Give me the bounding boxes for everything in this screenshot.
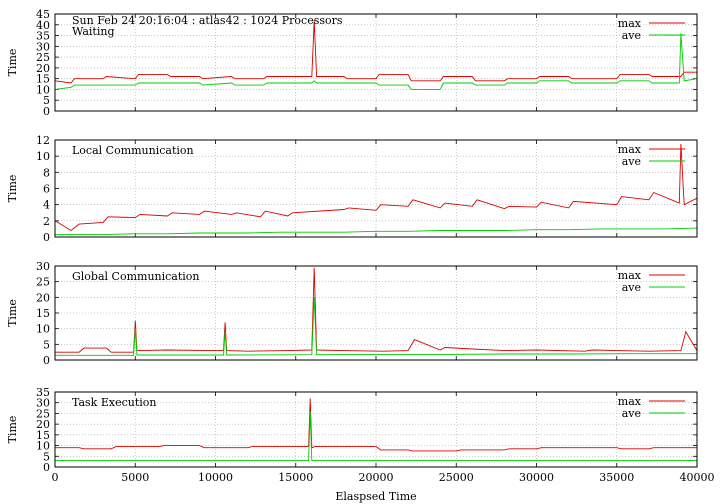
- y-tick-label: 15: [36, 73, 50, 86]
- y-tick-label: 10: [36, 323, 50, 336]
- legend-label-max: max: [618, 143, 642, 156]
- plot-frame: [54, 391, 698, 468]
- y-tick-label: 0: [43, 461, 50, 474]
- y-tick-label: 0: [43, 105, 50, 118]
- legend-label-ave: ave: [622, 407, 641, 420]
- legend-label-ave: ave: [622, 281, 641, 294]
- legend-label-ave: ave: [622, 155, 641, 168]
- panel-annotation: Task Execution: [72, 396, 156, 409]
- y-tick-label: 10: [36, 150, 50, 163]
- y-tick-label: 8: [43, 166, 50, 179]
- y-tick-label: 35: [36, 386, 50, 399]
- y-tick-label: 20: [36, 418, 50, 431]
- series-line-ave: [55, 411, 697, 462]
- y-tick-label: 45: [36, 8, 50, 21]
- y-tick-label: 15: [36, 429, 50, 442]
- y-tick-label: 30: [36, 260, 50, 273]
- y-tick-label: 25: [36, 276, 50, 289]
- y-tick-label: 25: [36, 51, 50, 64]
- y-tick-label: 35: [36, 30, 50, 43]
- series-line-ave: [55, 297, 697, 356]
- series-line-max: [54, 143, 698, 232]
- y-tick-label: 0: [43, 231, 50, 244]
- y-tick-label: 0: [43, 354, 50, 367]
- x-tick-label: 5000: [121, 471, 149, 484]
- y-tick-label: 5: [43, 94, 50, 107]
- legend-label-max: max: [618, 17, 642, 30]
- chart-panel-3: 0 5 10 15 20 25 30 Global Communication Time maxa…: [6, 260, 698, 367]
- plot-frame: [54, 139, 698, 238]
- legend-label-max: max: [618, 395, 642, 408]
- legend-label-ave: ave: [622, 29, 641, 42]
- legend-label-max: max: [618, 269, 642, 282]
- y-tick-label: 30: [36, 397, 50, 410]
- series-line-max: [55, 398, 697, 452]
- y-tick-label: 10: [36, 83, 50, 96]
- series-line-ave: [55, 227, 698, 236]
- y-axis-label: Time: [6, 416, 19, 444]
- y-tick-label: 6: [43, 183, 50, 196]
- x-tick-label: 25000: [439, 471, 474, 484]
- y-tick-label: 40: [36, 19, 50, 32]
- x-tick-label: 40000: [680, 471, 715, 484]
- plot-frame: [54, 265, 698, 361]
- series-line-ave: [54, 33, 698, 90]
- y-axis-label: Time: [6, 175, 19, 203]
- panel-annotation: Local Communication: [72, 144, 194, 157]
- x-tick-label: 20000: [359, 471, 394, 484]
- y-tick-label: 12: [36, 134, 50, 147]
- x-tick-label: 15000: [278, 471, 313, 484]
- y-axis-label: Time: [6, 299, 19, 327]
- y-tick-label: 20: [36, 291, 50, 304]
- y-tick-label: 5: [43, 338, 50, 351]
- figure-title: Sun Feb 24 20:16:04 : atlas42 : 1024 Pro…: [72, 14, 343, 27]
- y-tick-label: 2: [43, 215, 50, 228]
- y-tick-label: 5: [43, 450, 50, 463]
- plot-frame: [54, 13, 698, 112]
- y-tick-label: 10: [36, 440, 50, 453]
- y-tick-label: 20: [36, 62, 50, 75]
- x-tick-label: 30000: [519, 471, 554, 484]
- y-tick-label: 15: [36, 307, 50, 320]
- x-axis-label: Elaspsed Time: [335, 490, 416, 503]
- y-tick-label: 25: [36, 407, 50, 420]
- series-line-max: [54, 20, 697, 84]
- x-tick-label: 0: [52, 471, 59, 484]
- panel-annotation: Waiting: [72, 25, 115, 38]
- panel-annotation: Global Communication: [72, 270, 200, 283]
- y-tick-label: 30: [36, 40, 50, 53]
- y-axis-label: Time: [6, 49, 19, 77]
- x-tick-label: 35000: [599, 471, 634, 484]
- y-tick-label: 4: [43, 199, 50, 212]
- x-tick-label: 10000: [198, 471, 233, 484]
